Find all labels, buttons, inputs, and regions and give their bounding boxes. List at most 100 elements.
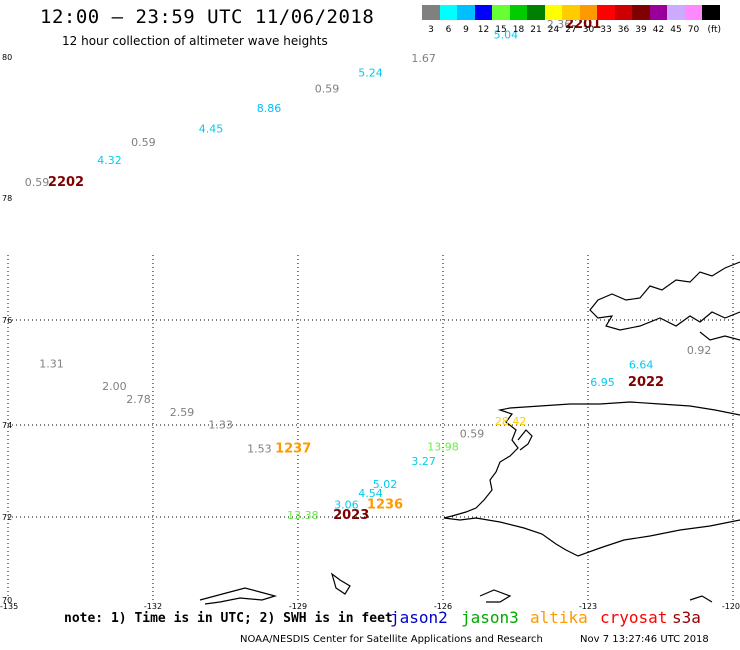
south-island-2 bbox=[330, 572, 351, 595]
lat-label: 78 bbox=[2, 194, 12, 203]
wave-height-value: 0.59 bbox=[315, 82, 340, 95]
satellite-cryosat: cryosat bbox=[600, 608, 668, 627]
legend-swatch bbox=[527, 5, 545, 20]
satellite-altika: altika bbox=[530, 608, 588, 627]
pass-time-label: 2022 bbox=[628, 375, 664, 390]
wave-height-value: 0.59 bbox=[25, 176, 50, 189]
wave-height-value: 13.38 bbox=[287, 509, 319, 522]
satellite-jason2: jason2 bbox=[390, 608, 448, 627]
legend-swatch bbox=[457, 5, 475, 20]
legend-swatch bbox=[439, 5, 458, 20]
legend-swatch bbox=[684, 5, 703, 20]
longitude-labels: -135 -132 -129 -126 -123 -120 bbox=[0, 602, 740, 611]
wave-height-value: 2.36 bbox=[547, 18, 572, 31]
wave-height-value: 4.32 bbox=[97, 154, 122, 167]
pass-time-label: 2202 bbox=[48, 175, 84, 190]
wave-height-value: 0.92 bbox=[687, 344, 712, 357]
legend-swatch bbox=[649, 5, 668, 20]
wave-height-value: 4.45 bbox=[199, 122, 224, 135]
latitude-labels: 80 78 76 74 72 70 bbox=[2, 53, 12, 605]
wave-height-value: 6.95 bbox=[590, 376, 615, 389]
wave-height-value: 4.54 bbox=[358, 487, 383, 500]
wave-height-value: 1.33 bbox=[208, 419, 233, 432]
legend-swatch bbox=[597, 5, 615, 20]
legend-label: 9 bbox=[463, 25, 469, 35]
lon-label: -129 bbox=[289, 602, 307, 611]
legend-swatch bbox=[632, 5, 650, 20]
wave-height-value: 0.59 bbox=[460, 427, 485, 440]
wave-height-value: 5.02 bbox=[373, 478, 398, 491]
wave-height-value: 6.64 bbox=[629, 358, 654, 371]
legend-label: 24 bbox=[547, 25, 560, 35]
wave-height-value: 8.86 bbox=[257, 102, 282, 115]
lon-label: -120 bbox=[722, 602, 740, 611]
legend-swatch bbox=[509, 5, 528, 20]
legend-swatch bbox=[579, 5, 598, 20]
wave-height-value: 3.27 bbox=[411, 455, 436, 468]
wave-height-value: 1.67 bbox=[411, 52, 436, 65]
lat-lon-grid bbox=[7, 255, 734, 600]
wave-height-value: 1.53 bbox=[247, 443, 272, 456]
mainland-coast bbox=[443, 401, 740, 557]
legend-swatch bbox=[667, 5, 685, 20]
legend-label: 3 bbox=[428, 25, 434, 35]
wave-height-value: 2.59 bbox=[170, 406, 195, 419]
banks-island-coast bbox=[589, 261, 740, 331]
lat-label: 72 bbox=[2, 513, 12, 522]
legend-label: 36 bbox=[617, 25, 630, 35]
legend-label: 33 bbox=[600, 25, 612, 35]
legend-label: 42 bbox=[652, 25, 665, 35]
legend-swatch bbox=[422, 5, 440, 20]
legend-label: 12 bbox=[477, 25, 490, 35]
wave-height-value: 5.24 bbox=[358, 67, 383, 80]
pass-time-label: 2201 bbox=[565, 17, 601, 32]
lat-label: 70 bbox=[2, 596, 12, 605]
footer-timestamp: Nov 7 13:27:46 UTC 2018 bbox=[580, 634, 709, 645]
legend-swatch bbox=[544, 5, 563, 20]
wave-height-value: 0.59 bbox=[131, 136, 156, 149]
legend-label: 15 bbox=[495, 25, 507, 35]
footer-agency: NOAA/NESDIS Center for Satellite Applica… bbox=[240, 634, 543, 645]
legend-label: 21 bbox=[530, 25, 542, 35]
lat-label: 76 bbox=[2, 316, 12, 325]
coastline bbox=[199, 261, 740, 605]
legend-unit: (ft) bbox=[707, 25, 722, 35]
legend-swatch bbox=[492, 5, 510, 20]
lon-label: -135 bbox=[0, 602, 18, 611]
pass-time-label: 2023 bbox=[333, 508, 369, 523]
south-island-3 bbox=[479, 589, 512, 603]
legend-swatch bbox=[562, 5, 580, 20]
legend-swatch bbox=[614, 5, 633, 20]
wave-height-value: 2.78 bbox=[126, 393, 151, 406]
wave-height-value: 1.31 bbox=[39, 357, 64, 370]
lon-label: -126 bbox=[434, 602, 452, 611]
south-island-1 bbox=[199, 587, 278, 605]
legend-label: 30 bbox=[582, 25, 595, 35]
legend-label: 6 bbox=[445, 25, 452, 35]
lat-label: 80 bbox=[2, 53, 12, 62]
legend-label: 18 bbox=[512, 25, 525, 35]
wave-height-value: 28.42 bbox=[495, 415, 527, 428]
wave-height-value: 3.06 bbox=[334, 498, 359, 511]
map-title: 12:00 – 23:59 UTC 11/06/2018 bbox=[40, 6, 375, 28]
legend-label: 27 bbox=[565, 25, 577, 35]
legend-swatch bbox=[474, 5, 493, 20]
satellite-s3a: s3a bbox=[672, 608, 701, 627]
map-subtitle: 12 hour collection of altimeter wave hei… bbox=[62, 34, 328, 48]
legend-swatch bbox=[702, 5, 720, 20]
satellite-jason3: jason3 bbox=[461, 608, 519, 627]
pass-time-label: 1237 bbox=[275, 442, 311, 457]
wave-height-value: 2.00 bbox=[102, 380, 127, 393]
legend-label: 45 bbox=[670, 25, 682, 35]
pass-time-label: 1236 bbox=[367, 497, 403, 512]
note-text: note: 1) Time is in UTC; 2) SWH is in fe… bbox=[64, 611, 393, 626]
mackenzie-delta bbox=[517, 429, 533, 451]
wave-height-value: 5.04 bbox=[494, 29, 519, 42]
wave-height-value: 13.98 bbox=[427, 440, 459, 453]
wave-height-labels: 0.59 4.32 0.59 4.45 8.86 0.59 5.24 1.67 5.04 2.36… bbox=[25, 8, 712, 523]
lon-label: -132 bbox=[144, 602, 162, 611]
island-coast bbox=[699, 331, 740, 341]
legend-label: 70 bbox=[687, 25, 700, 35]
